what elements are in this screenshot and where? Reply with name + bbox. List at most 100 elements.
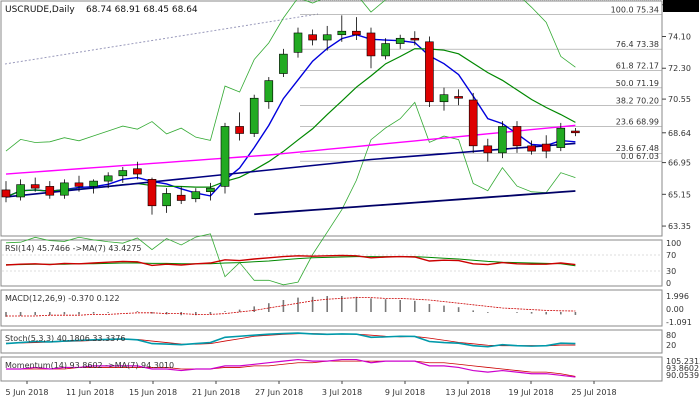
candle-body[interactable] (60, 182, 69, 196)
macd-tick-label: 1.996 (666, 292, 689, 301)
fib-level-label: 100.0 75.34 (611, 6, 659, 15)
macd-tick-label: 0.00 (666, 305, 684, 314)
candle-body[interactable] (498, 126, 507, 154)
ma-pink-line[interactable] (5, 124, 576, 175)
candle-body[interactable] (162, 193, 171, 207)
rsi-tick-label: 30 (666, 267, 676, 276)
chart-ohlc-values: 68.74 68.91 68.45 68.64 (86, 5, 198, 15)
ma-long-line[interactable] (254, 190, 576, 216)
x-axis-tick-label: 13 Jul 2018 (445, 388, 490, 397)
fib-level-label: 61.8 72.17 (616, 62, 659, 71)
candle-body[interactable] (527, 145, 536, 152)
current-price-label: 68.64 (666, 0, 689, 2)
candle-body[interactable] (483, 145, 493, 154)
x-axis-tick-label: 21 Jun 2018 (192, 388, 240, 397)
chart-symbol-title: USCRUDE,Daily (5, 5, 75, 15)
stoch-title: Stoch(5,3,3) 40.1806 33.3376 (5, 334, 125, 343)
candle-body[interactable] (176, 194, 186, 201)
momentum-tick-label: 93.8602 (666, 364, 699, 373)
candle-body[interactable] (541, 143, 551, 152)
fib-level-label: 23.6 67.48 (616, 144, 659, 153)
candle-body[interactable] (410, 37, 420, 41)
bollinger-upper-band[interactable] (5, 0, 576, 152)
candle-body[interactable] (118, 170, 128, 177)
y-axis-tick-label: 70.55 (668, 95, 691, 104)
bollinger-lower-band[interactable] (5, 101, 576, 286)
candle-body[interactable] (45, 186, 55, 196)
candle-body[interactable] (264, 80, 274, 103)
candle-body[interactable] (395, 37, 405, 44)
x-axis-tick-label: 27 Jun 2018 (255, 388, 303, 397)
y-axis-tick-label: 72.30 (668, 64, 691, 73)
candle-body[interactable] (89, 180, 98, 187)
candle-body[interactable] (249, 97, 259, 134)
rsi-tick-label: 0 (666, 279, 671, 288)
momentum-tick-label: 90.0539 (666, 371, 699, 380)
candle-body[interactable] (381, 43, 390, 57)
candle-body[interactable] (571, 130, 580, 134)
candle-body[interactable] (352, 30, 361, 36)
rsi-ma-line[interactable] (6, 256, 576, 267)
trendline-dotted[interactable] (4, 13, 319, 65)
rsi-tick-label: 70 (666, 251, 676, 260)
rsi-title: RSI(14) 45.7466 ->MA(7) 43.4275 (5, 244, 142, 253)
x-axis-tick-label: 19 Jul 2018 (508, 388, 553, 397)
y-axis-tick-label: 63.35 (668, 222, 691, 231)
fib-level-label: 38.2 70.20 (616, 96, 659, 105)
stoch-panel (0, 329, 663, 354)
ma-slow-line[interactable] (5, 142, 576, 198)
candle-body[interactable] (74, 182, 84, 187)
momentum-title: Momentum(14) 93.8602 ->MA(7) 94.3010 (5, 361, 174, 370)
candle-body[interactable] (16, 184, 25, 198)
candle-body[interactable] (439, 94, 449, 103)
momentum-ma-line[interactable] (6, 360, 576, 377)
macd-panel (0, 289, 663, 327)
candle-body[interactable] (454, 96, 463, 99)
candle-body[interactable] (279, 53, 288, 74)
candle-body[interactable] (322, 34, 332, 41)
candle-body[interactable] (308, 34, 317, 41)
stoch-k-line[interactable] (5, 332, 576, 348)
rsi-line[interactable] (5, 254, 576, 267)
candle-body[interactable] (206, 187, 215, 192)
candle-body[interactable] (103, 175, 113, 182)
candle-body[interactable] (468, 99, 478, 147)
candle-body[interactable] (425, 41, 434, 103)
y-axis-tick-label: 65.15 (668, 190, 691, 199)
candle-body[interactable] (147, 179, 157, 207)
candle-body[interactable] (293, 32, 303, 53)
fib-level-label: 76.4 73.38 (616, 40, 659, 49)
fib-level-label: 23.6 68.99 (616, 118, 659, 127)
candle-body[interactable] (133, 168, 142, 175)
macd-title: MACD(12,26,9) -0.370 0.122 (5, 294, 120, 303)
y-axis-tick-label: 68.64 (668, 129, 691, 138)
candle-body[interactable] (366, 32, 376, 57)
candle-body[interactable] (337, 30, 347, 36)
macd-signal-line[interactable] (6, 297, 576, 317)
stoch-tick-label: 20 (666, 341, 676, 350)
momentum-panel (0, 356, 663, 382)
momentum-line[interactable] (6, 358, 576, 378)
rsi-tick-label: 100 (666, 239, 681, 248)
current-price-box (663, 0, 699, 12)
candle-body[interactable] (235, 126, 244, 134)
fib-level-label: 50.0 71.19 (616, 79, 659, 88)
x-axis-tick-label: 3 Jul 2018 (322, 388, 362, 397)
candle-body[interactable] (191, 191, 201, 200)
macd-tick-label: -1.091 (666, 318, 692, 327)
x-axis-tick-label: 9 Jul 2018 (385, 388, 425, 397)
candle-body[interactable] (1, 189, 11, 198)
x-axis-tick-label: 11 Jun 2018 (66, 388, 114, 397)
momentum-tick-label: 105.2313 (666, 357, 700, 366)
y-axis-tick-label: 66.95 (668, 159, 691, 168)
candle-body[interactable] (220, 126, 230, 187)
candle-body[interactable] (30, 184, 40, 189)
x-axis-tick-label: 5 Jun 2018 (5, 388, 48, 397)
stoch-tick-label: 80 (666, 331, 676, 340)
x-axis-tick-label: 25 Jul 2018 (571, 388, 616, 397)
fib-level-label: 0.0 67.03 (621, 152, 659, 161)
candle-body[interactable] (556, 127, 566, 148)
ma-fast-line[interactable] (5, 34, 576, 198)
candle-body[interactable] (512, 126, 522, 147)
